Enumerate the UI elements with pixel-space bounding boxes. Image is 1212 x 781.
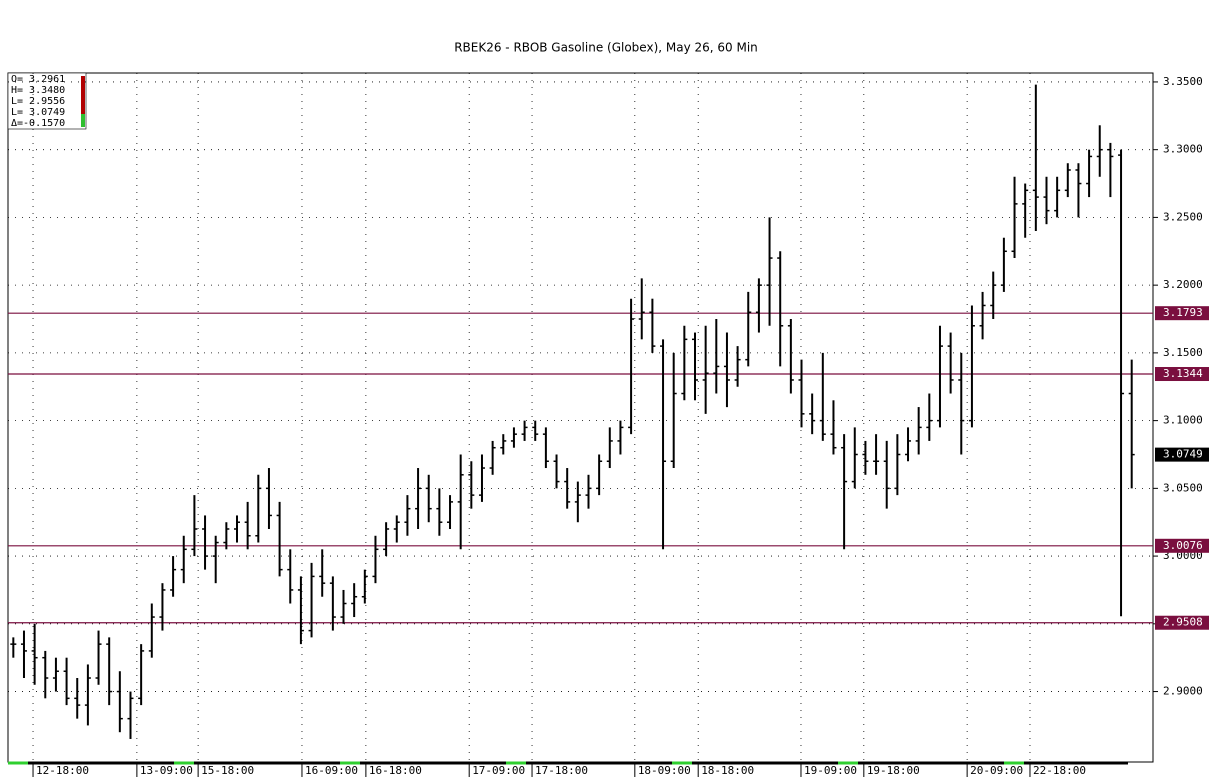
x-tick-label: 19-18:00 bbox=[867, 764, 920, 777]
level-label: 2.9508 bbox=[1163, 616, 1203, 629]
last-price-label: 3.0749 bbox=[1163, 448, 1203, 461]
last-price-box bbox=[1155, 447, 1209, 462]
y-tick-label: 3.3500 bbox=[1163, 75, 1203, 88]
x-tick-label: 19-09:00 bbox=[804, 764, 857, 777]
info-box bbox=[7, 72, 87, 130]
level-label-box bbox=[1155, 367, 1209, 382]
level-label-box bbox=[1155, 538, 1209, 553]
y-tick-label: 3.2500 bbox=[1163, 210, 1203, 223]
y-tick-label: 3.1500 bbox=[1163, 346, 1203, 359]
x-tick-label: 22-18:00 bbox=[1033, 764, 1086, 777]
level-label: 3.0076 bbox=[1163, 539, 1203, 552]
level-label-box bbox=[1155, 306, 1209, 321]
x-tick-label: 20-09:00 bbox=[970, 764, 1023, 777]
x-tick-label: 13-09:00 bbox=[140, 764, 193, 777]
info-line: L= 3.0749 bbox=[11, 107, 65, 118]
chart-title: RBEK26 - RBOB Gasoline (Globex), May 26,… bbox=[454, 41, 758, 55]
level-label-box bbox=[1155, 615, 1209, 630]
x-tick-label: 18-18:00 bbox=[701, 764, 754, 777]
level-label: 3.1793 bbox=[1163, 306, 1203, 319]
x-tick-label: 16-18:00 bbox=[369, 764, 422, 777]
info-line: O= 3.2961 bbox=[11, 74, 65, 85]
y-tick-label: 3.0500 bbox=[1163, 481, 1203, 494]
y-tick-label: 3.2000 bbox=[1163, 278, 1203, 291]
plot-frame bbox=[7, 72, 1154, 763]
level-label: 3.1344 bbox=[1163, 367, 1203, 380]
y-tick-label: 3.3000 bbox=[1163, 143, 1203, 156]
x-tick-label: 16-09:00 bbox=[305, 764, 358, 777]
x-tick-label: 17-09:00 bbox=[472, 764, 525, 777]
x-tick-label: 15-18:00 bbox=[201, 764, 254, 777]
x-tick-label: 18-09:00 bbox=[638, 764, 691, 777]
info-line: Δ=-0.1570 bbox=[11, 118, 65, 129]
info-change-bar bbox=[81, 114, 85, 127]
x-tick-label: 17-18:00 bbox=[535, 764, 588, 777]
info-line: H= 3.3480 bbox=[11, 85, 65, 96]
info-line: L= 2.9556 bbox=[11, 96, 65, 107]
info-range-bar bbox=[81, 76, 85, 114]
y-tick-label: 2.9000 bbox=[1163, 685, 1203, 698]
y-tick-label: 3.1000 bbox=[1163, 414, 1203, 427]
x-tick-label: 12-18:00 bbox=[36, 764, 89, 777]
